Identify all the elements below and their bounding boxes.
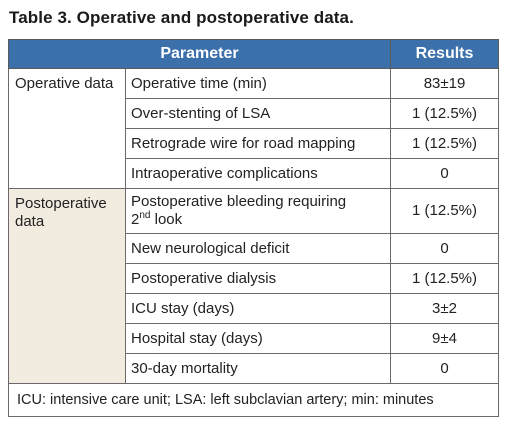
row-param-sup: nd xyxy=(139,210,151,221)
header-row: Parameter Results xyxy=(8,39,499,69)
row-value: 0 xyxy=(390,233,499,264)
row-param-sup-num: 2 xyxy=(131,211,140,228)
table-row: Operative data Operative time (min) 83±1… xyxy=(8,68,499,189)
row-param: Hospital stay (days) xyxy=(125,323,391,354)
row-value: 83±19 xyxy=(390,68,499,99)
row-value: 0 xyxy=(390,353,499,384)
table-row: Over-stenting of LSA 1 (12.5%) xyxy=(9,98,499,129)
data-table: Parameter Results Operative data Operati… xyxy=(8,39,499,417)
row-value: 1 (12.5%) xyxy=(390,188,499,234)
table-row: New neurological deficit 0 xyxy=(9,233,499,264)
row-param: Postoperative bleeding requiring 2nd look xyxy=(125,188,391,234)
row-param-tail: look xyxy=(150,211,183,228)
row-param: ICU stay (days) xyxy=(125,293,391,324)
table-row: Postoperative data Postoperative bleedin… xyxy=(8,188,499,384)
row-value: 0 xyxy=(390,158,499,189)
table-footnote: ICU: intensive care unit; LSA: left subc… xyxy=(8,383,499,417)
row-value: 3±2 xyxy=(390,293,499,324)
table-row: Postoperative dialysis 1 (12.5%) xyxy=(9,263,499,294)
row-value: 1 (12.5%) xyxy=(390,263,499,294)
table-row: Hospital stay (days) 9±4 xyxy=(9,323,499,354)
table-row: ICU stay (days) 3±2 xyxy=(9,293,499,324)
row-param: Over-stenting of LSA xyxy=(125,98,391,129)
table-row: Intraoperative complications 0 xyxy=(9,158,499,189)
row-param: Retrograde wire for road mapping xyxy=(125,128,391,159)
group-label-postoperative: Postoperative data xyxy=(8,188,126,384)
row-param: New neurological deficit xyxy=(125,233,391,264)
table-row: 30-day mortality 0 xyxy=(9,353,499,384)
data-table-container: Parameter Results Operative data Operati… xyxy=(8,39,499,417)
row-param: 30-day mortality xyxy=(125,353,391,384)
row-param: Postoperative dialysis xyxy=(125,263,391,294)
header-results: Results xyxy=(390,39,499,69)
header-parameter: Parameter xyxy=(8,39,391,69)
row-param: Operative time (min) xyxy=(125,68,391,99)
row-value: 9±4 xyxy=(390,323,499,354)
table-caption: Table 3. Operative and postoperative dat… xyxy=(9,8,354,27)
row-param: Intraoperative complications xyxy=(125,158,391,189)
footnote-row: ICU: intensive care unit; LSA: left subc… xyxy=(8,383,499,417)
row-param-text: Postoperative bleeding requiring xyxy=(131,193,347,210)
group-label-operative: Operative data xyxy=(8,68,126,189)
row-value: 1 (12.5%) xyxy=(390,128,499,159)
row-value: 1 (12.5%) xyxy=(390,98,499,129)
